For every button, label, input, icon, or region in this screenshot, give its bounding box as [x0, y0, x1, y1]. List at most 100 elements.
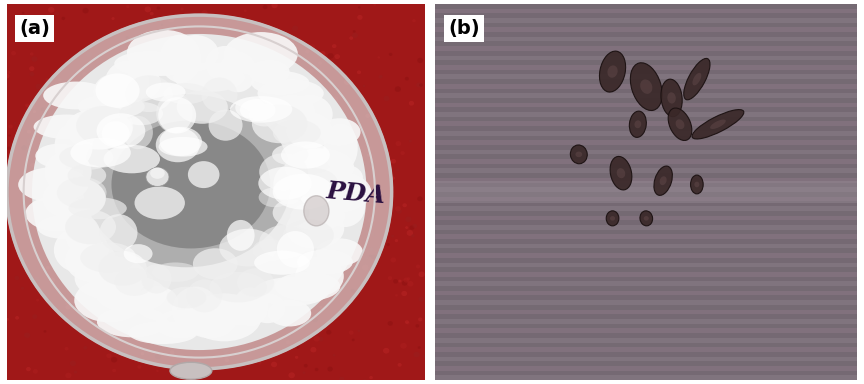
Circle shape: [320, 51, 326, 56]
Circle shape: [398, 280, 402, 283]
Circle shape: [196, 293, 200, 298]
Ellipse shape: [37, 215, 88, 239]
Circle shape: [305, 50, 309, 53]
Ellipse shape: [74, 278, 144, 322]
Ellipse shape: [287, 95, 333, 134]
Circle shape: [73, 371, 77, 374]
Ellipse shape: [96, 276, 167, 313]
Circle shape: [131, 197, 137, 201]
Bar: [435, 296, 857, 300]
Ellipse shape: [99, 214, 137, 251]
Circle shape: [58, 266, 61, 270]
Circle shape: [111, 17, 115, 20]
Ellipse shape: [254, 251, 310, 275]
Circle shape: [112, 369, 116, 372]
Circle shape: [29, 72, 35, 76]
Circle shape: [302, 371, 305, 374]
Ellipse shape: [66, 239, 116, 281]
Circle shape: [70, 361, 76, 366]
Circle shape: [7, 146, 10, 150]
Circle shape: [126, 5, 130, 8]
Ellipse shape: [272, 144, 308, 165]
Ellipse shape: [136, 286, 178, 320]
Circle shape: [179, 311, 184, 316]
Bar: [435, 248, 857, 253]
Circle shape: [397, 363, 402, 367]
Circle shape: [332, 44, 336, 48]
Bar: [435, 140, 857, 145]
Circle shape: [80, 232, 83, 234]
Circle shape: [33, 110, 36, 113]
Circle shape: [238, 255, 241, 258]
Ellipse shape: [570, 145, 588, 164]
Circle shape: [418, 297, 424, 302]
Ellipse shape: [160, 127, 202, 156]
Circle shape: [232, 51, 235, 54]
Circle shape: [197, 183, 202, 188]
Circle shape: [186, 311, 189, 314]
Circle shape: [49, 278, 55, 283]
Circle shape: [184, 307, 190, 312]
Circle shape: [165, 126, 172, 132]
Circle shape: [97, 301, 103, 306]
Circle shape: [386, 243, 390, 246]
Circle shape: [162, 335, 166, 338]
Circle shape: [66, 301, 70, 306]
Circle shape: [301, 171, 305, 176]
Circle shape: [123, 148, 127, 153]
Circle shape: [45, 78, 48, 81]
Circle shape: [314, 108, 317, 112]
Circle shape: [169, 33, 175, 38]
Ellipse shape: [298, 171, 372, 213]
Ellipse shape: [690, 175, 703, 194]
Bar: [435, 314, 857, 319]
Ellipse shape: [125, 75, 173, 112]
Circle shape: [283, 81, 286, 83]
Bar: [435, 173, 857, 178]
Circle shape: [74, 259, 78, 262]
Circle shape: [201, 10, 207, 16]
Circle shape: [391, 257, 397, 263]
Ellipse shape: [286, 113, 333, 149]
Ellipse shape: [273, 119, 321, 146]
Circle shape: [206, 278, 211, 281]
Ellipse shape: [66, 215, 100, 255]
Ellipse shape: [710, 119, 726, 129]
Ellipse shape: [57, 177, 106, 209]
Circle shape: [272, 238, 278, 243]
Circle shape: [143, 221, 149, 225]
Ellipse shape: [187, 280, 222, 312]
Circle shape: [204, 184, 209, 189]
Bar: [435, 131, 857, 136]
Circle shape: [14, 122, 16, 124]
Circle shape: [48, 92, 51, 95]
Circle shape: [251, 320, 256, 324]
Circle shape: [15, 276, 19, 280]
Ellipse shape: [273, 174, 334, 210]
Circle shape: [149, 12, 154, 15]
Bar: [435, 333, 857, 338]
Bar: [435, 154, 857, 159]
Ellipse shape: [249, 104, 281, 126]
Bar: [435, 181, 857, 203]
Circle shape: [65, 347, 68, 351]
Ellipse shape: [111, 121, 270, 248]
Ellipse shape: [575, 152, 582, 157]
Circle shape: [262, 20, 265, 24]
Circle shape: [362, 164, 365, 167]
Circle shape: [417, 58, 423, 63]
Circle shape: [195, 373, 199, 376]
Circle shape: [227, 78, 232, 82]
Circle shape: [46, 266, 50, 270]
Ellipse shape: [209, 272, 267, 303]
Ellipse shape: [25, 196, 91, 231]
Circle shape: [304, 364, 308, 367]
Ellipse shape: [54, 227, 109, 273]
Bar: [435, 169, 857, 173]
Circle shape: [307, 184, 314, 189]
Ellipse shape: [156, 127, 200, 162]
Bar: [435, 310, 857, 314]
Ellipse shape: [284, 148, 354, 187]
Circle shape: [341, 282, 346, 287]
Ellipse shape: [617, 168, 626, 178]
